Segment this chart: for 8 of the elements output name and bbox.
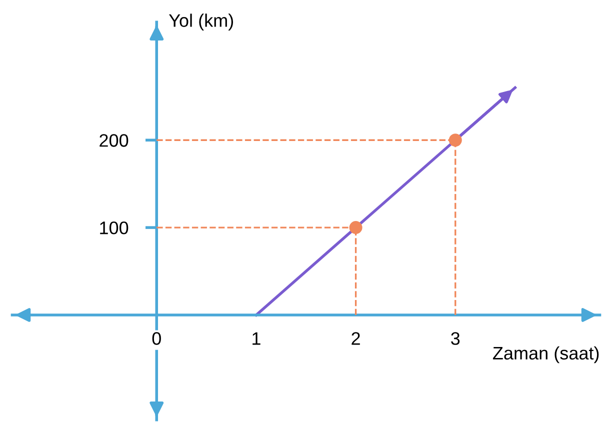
x-tick-label: 3	[451, 332, 460, 345]
x-tick-label: 0	[152, 332, 161, 345]
y-tick-label: 200	[100, 134, 128, 147]
x-axis-title: Zaman (saat)	[492, 346, 599, 364]
y-tick-label: 100	[100, 221, 128, 234]
y-axis-title: Yol (km)	[168, 14, 234, 31]
x-tick-label: 2	[352, 332, 360, 345]
x-tick-label: 1	[252, 332, 260, 345]
